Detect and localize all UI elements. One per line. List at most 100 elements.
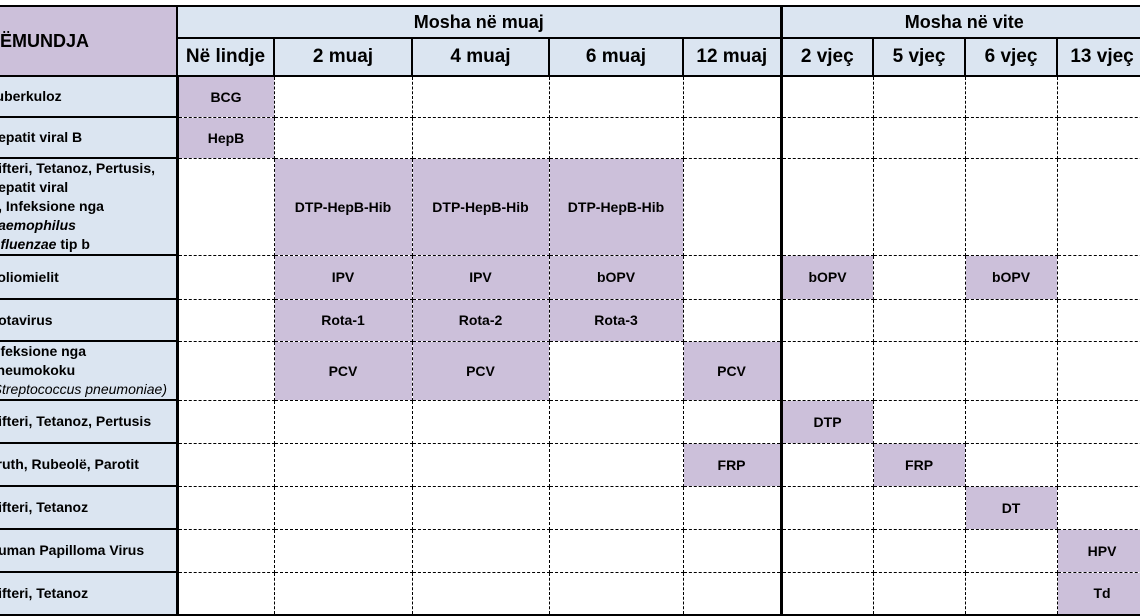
empty-cell (780, 340, 874, 401)
empty-cell (548, 75, 684, 118)
empty-cell (548, 442, 684, 487)
empty-cell (682, 254, 783, 300)
disease-label-line: tip b (56, 236, 90, 252)
empty-cell (176, 442, 275, 487)
empty-cell (1056, 340, 1140, 401)
vaccine-cell: IPV (273, 254, 413, 300)
table-row: Tuberkuloz BCG (0, 75, 1140, 118)
table-row: Difteri, Tetanoz, Pertusis DTP (0, 399, 1140, 444)
table-row: Difteri, Tetanoz, Pertusis, Hepatit vira… (0, 157, 1140, 256)
empty-cell (411, 485, 550, 530)
disease-label-italic: influenzae (0, 236, 57, 252)
empty-cell (548, 399, 684, 444)
vaccine-cell: bOPV (548, 254, 684, 300)
vaccine-cell: FRP (682, 442, 783, 487)
age-header-2y: 2 vjeç (780, 37, 875, 77)
empty-cell (1056, 485, 1140, 530)
age-header-13y: 13 vjeç (1056, 37, 1140, 77)
empty-cell (682, 485, 783, 530)
empty-cell (548, 485, 684, 530)
empty-cell (780, 298, 874, 342)
empty-cell (872, 298, 966, 342)
disease-label: Difteri, Tetanoz (0, 571, 179, 616)
empty-cell (1056, 298, 1140, 342)
disease-label: Fruth, Rubeolë, Parotit (0, 442, 179, 487)
disease-label-italic: Haemophilus (0, 217, 76, 233)
empty-cell (273, 528, 413, 573)
empty-cell (176, 157, 275, 256)
vaccine-cell: PCV (411, 340, 550, 401)
empty-cell (872, 157, 966, 256)
empty-cell (872, 485, 966, 530)
empty-cell (682, 528, 783, 573)
empty-cell (1056, 254, 1140, 300)
empty-cell (1056, 75, 1140, 118)
empty-cell (964, 442, 1058, 487)
age-header-6y: 6 vjeç (964, 37, 1059, 77)
empty-cell (682, 399, 783, 444)
empty-cell (964, 75, 1058, 118)
empty-cell (780, 116, 874, 159)
vaccine-cell: DTP-HepB-Hib (411, 157, 550, 256)
empty-cell (872, 254, 966, 300)
empty-cell (176, 571, 275, 616)
vaccine-cell: FRP (872, 442, 966, 487)
disease-label: Difteri, Tetanoz, Pertusis (0, 399, 179, 444)
disease-label: Poliomielit (0, 254, 179, 300)
empty-cell (411, 75, 550, 118)
vaccine-cell: DTP (780, 399, 874, 444)
months-age-band: Mosha në muaj (175, 5, 783, 39)
disease-column-header: SËMUNDJA (0, 5, 178, 77)
table-row: Fruth, Rubeolë, Parotit FRP FRP (0, 442, 1140, 487)
empty-cell (176, 254, 275, 300)
disease-label: Rotavirus (0, 298, 179, 342)
empty-cell (780, 157, 874, 256)
disease-label: Difteri, Tetanoz, Pertusis, Hepatit vira… (0, 157, 179, 256)
empty-cell (682, 571, 783, 616)
empty-cell (176, 298, 275, 342)
empty-cell (176, 485, 275, 530)
vaccination-schedule-table: SËMUNDJA Mosha në muaj Mosha në vite Në … (0, 5, 1140, 616)
empty-cell (411, 399, 550, 444)
empty-cell (780, 528, 874, 573)
empty-cell (411, 442, 550, 487)
age-header-5y: 5 vjeç (872, 37, 967, 77)
empty-cell (411, 571, 550, 616)
vaccine-cell: HepB (176, 116, 275, 159)
empty-cell (780, 442, 874, 487)
disease-label: Infeksione nga pneumokoku (Streptococcus… (0, 340, 179, 401)
vaccine-cell: DT (964, 485, 1058, 530)
vaccine-cell: Rota-2 (411, 298, 550, 342)
vaccine-cell: IPV (411, 254, 550, 300)
empty-cell (872, 340, 966, 401)
age-header-birth: Në lindje (176, 37, 275, 77)
empty-cell (964, 116, 1058, 159)
vaccine-cell: DTP-HepB-Hib (273, 157, 413, 256)
empty-cell (548, 571, 684, 616)
empty-cell (682, 116, 783, 159)
vaccine-cell: Rota-3 (548, 298, 684, 342)
disease-label: Hepatit viral B (0, 116, 179, 159)
vaccine-cell: Rota-1 (273, 298, 413, 342)
empty-cell (411, 116, 550, 159)
empty-cell (1056, 442, 1140, 487)
disease-label: Human Papilloma Virus (0, 528, 179, 573)
empty-cell (273, 442, 413, 487)
empty-cell (176, 528, 275, 573)
empty-cell (872, 528, 966, 573)
empty-cell (548, 340, 684, 401)
empty-cell (682, 75, 783, 118)
table-row: Difteri, Tetanoz DT (0, 485, 1140, 530)
empty-cell (273, 75, 413, 118)
empty-cell (964, 340, 1058, 401)
empty-cell (682, 157, 783, 256)
empty-cell (964, 298, 1058, 342)
disease-label-line: B, Infeksione nga (0, 198, 104, 214)
disease-label: Tuberkuloz (0, 75, 179, 118)
empty-cell (682, 298, 783, 342)
empty-cell (872, 399, 966, 444)
empty-cell (1056, 399, 1140, 444)
age-header-2m: 2 muaj (273, 37, 413, 77)
empty-cell (273, 571, 413, 616)
empty-cell (872, 116, 966, 159)
